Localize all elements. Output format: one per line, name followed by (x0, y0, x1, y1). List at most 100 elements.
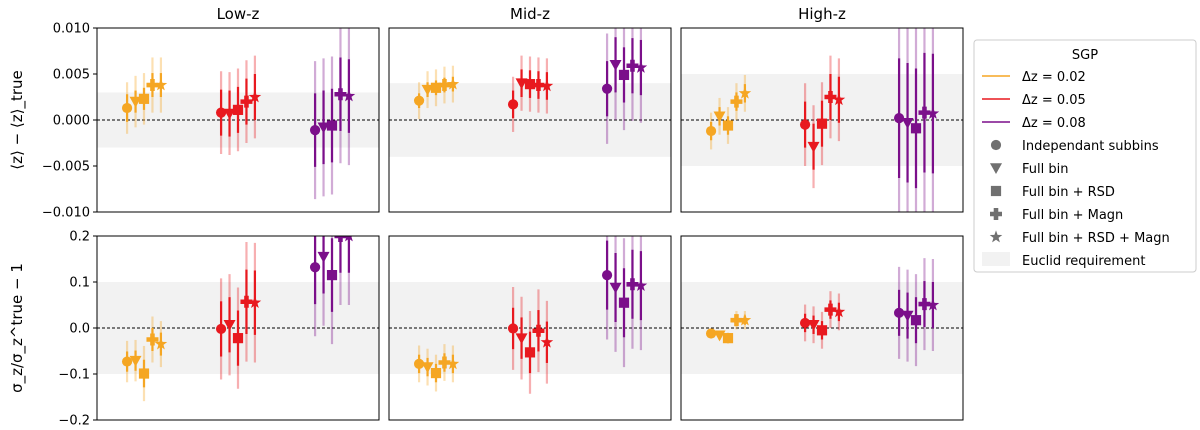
legend-marker-circle (990, 139, 1002, 151)
data-point-square (326, 120, 338, 131)
data-point-star (832, 93, 846, 106)
panel-0-2 (680, 27, 964, 213)
data-point-plus (438, 356, 451, 369)
legend-marker-label: Full bin + RSD (1022, 185, 1115, 200)
data-point-square (326, 270, 338, 281)
data-point-circle (601, 270, 613, 281)
panel-1-2 (680, 235, 964, 421)
legend-box (973, 39, 1197, 273)
y-tick-label: 0.0 (69, 322, 90, 337)
data-point-star (926, 106, 940, 119)
legend-title: SGP (1072, 48, 1098, 63)
y-axis-label: ⟨z⟩ − ⟨z⟩_true (8, 70, 27, 170)
data-point-circle (705, 328, 717, 339)
panel-marks (705, 258, 940, 367)
data-point-plus (824, 303, 837, 316)
legend-band-label: Euclid requirement (1022, 254, 1145, 269)
data-point-plus (532, 79, 545, 92)
data-point-star (926, 298, 940, 311)
column-titles: Low-z Mid-z High-z (217, 5, 846, 23)
data-point-star (832, 305, 846, 318)
data-point-triangle-down (515, 333, 528, 345)
data-point-star (248, 296, 262, 309)
data-point-triangle-down (713, 111, 726, 123)
legend-marker-label: Independant subbins (1022, 139, 1159, 154)
data-point-triangle-down (609, 60, 622, 71)
data-point-square (232, 333, 244, 344)
data-point-square (910, 315, 922, 326)
y-tick-label: −0.005 (42, 160, 90, 175)
legend: SGP Δz = 0.02 Δz = 0.05 Δz = 0.08 Independan… (973, 39, 1197, 273)
data-point-square (524, 347, 536, 358)
y-tick-label: 0.005 (53, 68, 90, 83)
legend-series-label: Δz = 0.02 (1022, 70, 1086, 85)
data-point-star (634, 60, 648, 73)
data-point-square (722, 120, 734, 131)
data-point-triangle-down (129, 96, 142, 108)
data-point-circle (413, 358, 425, 369)
data-point-square (618, 69, 630, 81)
y-tick-label: −0.2 (58, 414, 90, 429)
data-point-circle (121, 356, 133, 367)
y-tick-label: 0.2 (69, 230, 90, 245)
data-point-circle (893, 113, 905, 124)
data-point-triangle-down (317, 122, 330, 134)
data-point-circle (507, 99, 519, 110)
legend-marker-label: Full bin (1022, 162, 1068, 177)
data-point-square (430, 367, 442, 379)
data-point-square (138, 368, 150, 379)
data-point-circle (705, 125, 717, 137)
data-point-circle (215, 323, 227, 335)
panel-marks (413, 28, 648, 144)
y-axis-labels: ⟨z⟩ − ⟨z⟩_true σ_z/σ_z^true − 1 (8, 70, 27, 393)
data-point-square (816, 118, 828, 129)
data-point-circle (799, 119, 811, 130)
legend-marker-square (990, 185, 1002, 197)
data-point-triangle-down (807, 141, 820, 153)
y-tick-label: 0.010 (53, 22, 90, 37)
data-point-triangle-down (129, 355, 142, 367)
data-point-triangle-down (223, 319, 236, 331)
data-point-plus (918, 298, 931, 311)
y-tick-label: 0.1 (69, 276, 90, 291)
data-point-circle (215, 107, 227, 118)
data-point-plus (334, 88, 347, 101)
data-point-plus (532, 324, 545, 337)
data-point-plus (438, 79, 451, 92)
data-point-star (738, 313, 752, 326)
panel-marks (121, 28, 356, 200)
panel-frame (388, 27, 672, 213)
data-point-star (248, 90, 262, 103)
data-point-triangle-down (713, 330, 726, 342)
panel-marks (121, 236, 353, 402)
panel-frame (680, 27, 964, 213)
data-point-plus (146, 79, 159, 92)
data-point-star (446, 77, 460, 90)
data-point-circle (309, 125, 321, 136)
data-point-circle (121, 102, 133, 114)
data-point-triangle-down (609, 282, 622, 294)
data-point-star (154, 78, 168, 91)
data-point-triangle-down (421, 84, 434, 96)
panel-marks (413, 236, 648, 394)
data-point-star (540, 335, 554, 348)
legend-marker-star (989, 230, 1003, 243)
y-tick-label: 0.000 (53, 114, 90, 129)
data-point-star (738, 86, 752, 99)
legend-marker-label: Full bin + RSD + Magn (1022, 231, 1170, 246)
legend-series-label: Δz = 0.05 (1022, 93, 1086, 108)
panel-1-0: −0.2 −0.1 0.0 0.1 0.2 (58, 230, 380, 429)
column-title: Low-z (217, 5, 260, 23)
data-point-star (342, 89, 356, 102)
data-point-circle (601, 83, 613, 94)
data-point-plus (626, 278, 639, 291)
data-point-plus (240, 295, 253, 308)
column-title: Mid-z (510, 5, 550, 23)
y-axis-label: σ_z/σ_z^true − 1 (8, 263, 27, 393)
data-point-triangle-down (901, 310, 914, 322)
data-point-plus (824, 91, 837, 103)
data-point-triangle-down (807, 319, 820, 331)
legend-marker-label: Full bin + Magn (1022, 208, 1123, 223)
data-point-plus (626, 59, 639, 72)
